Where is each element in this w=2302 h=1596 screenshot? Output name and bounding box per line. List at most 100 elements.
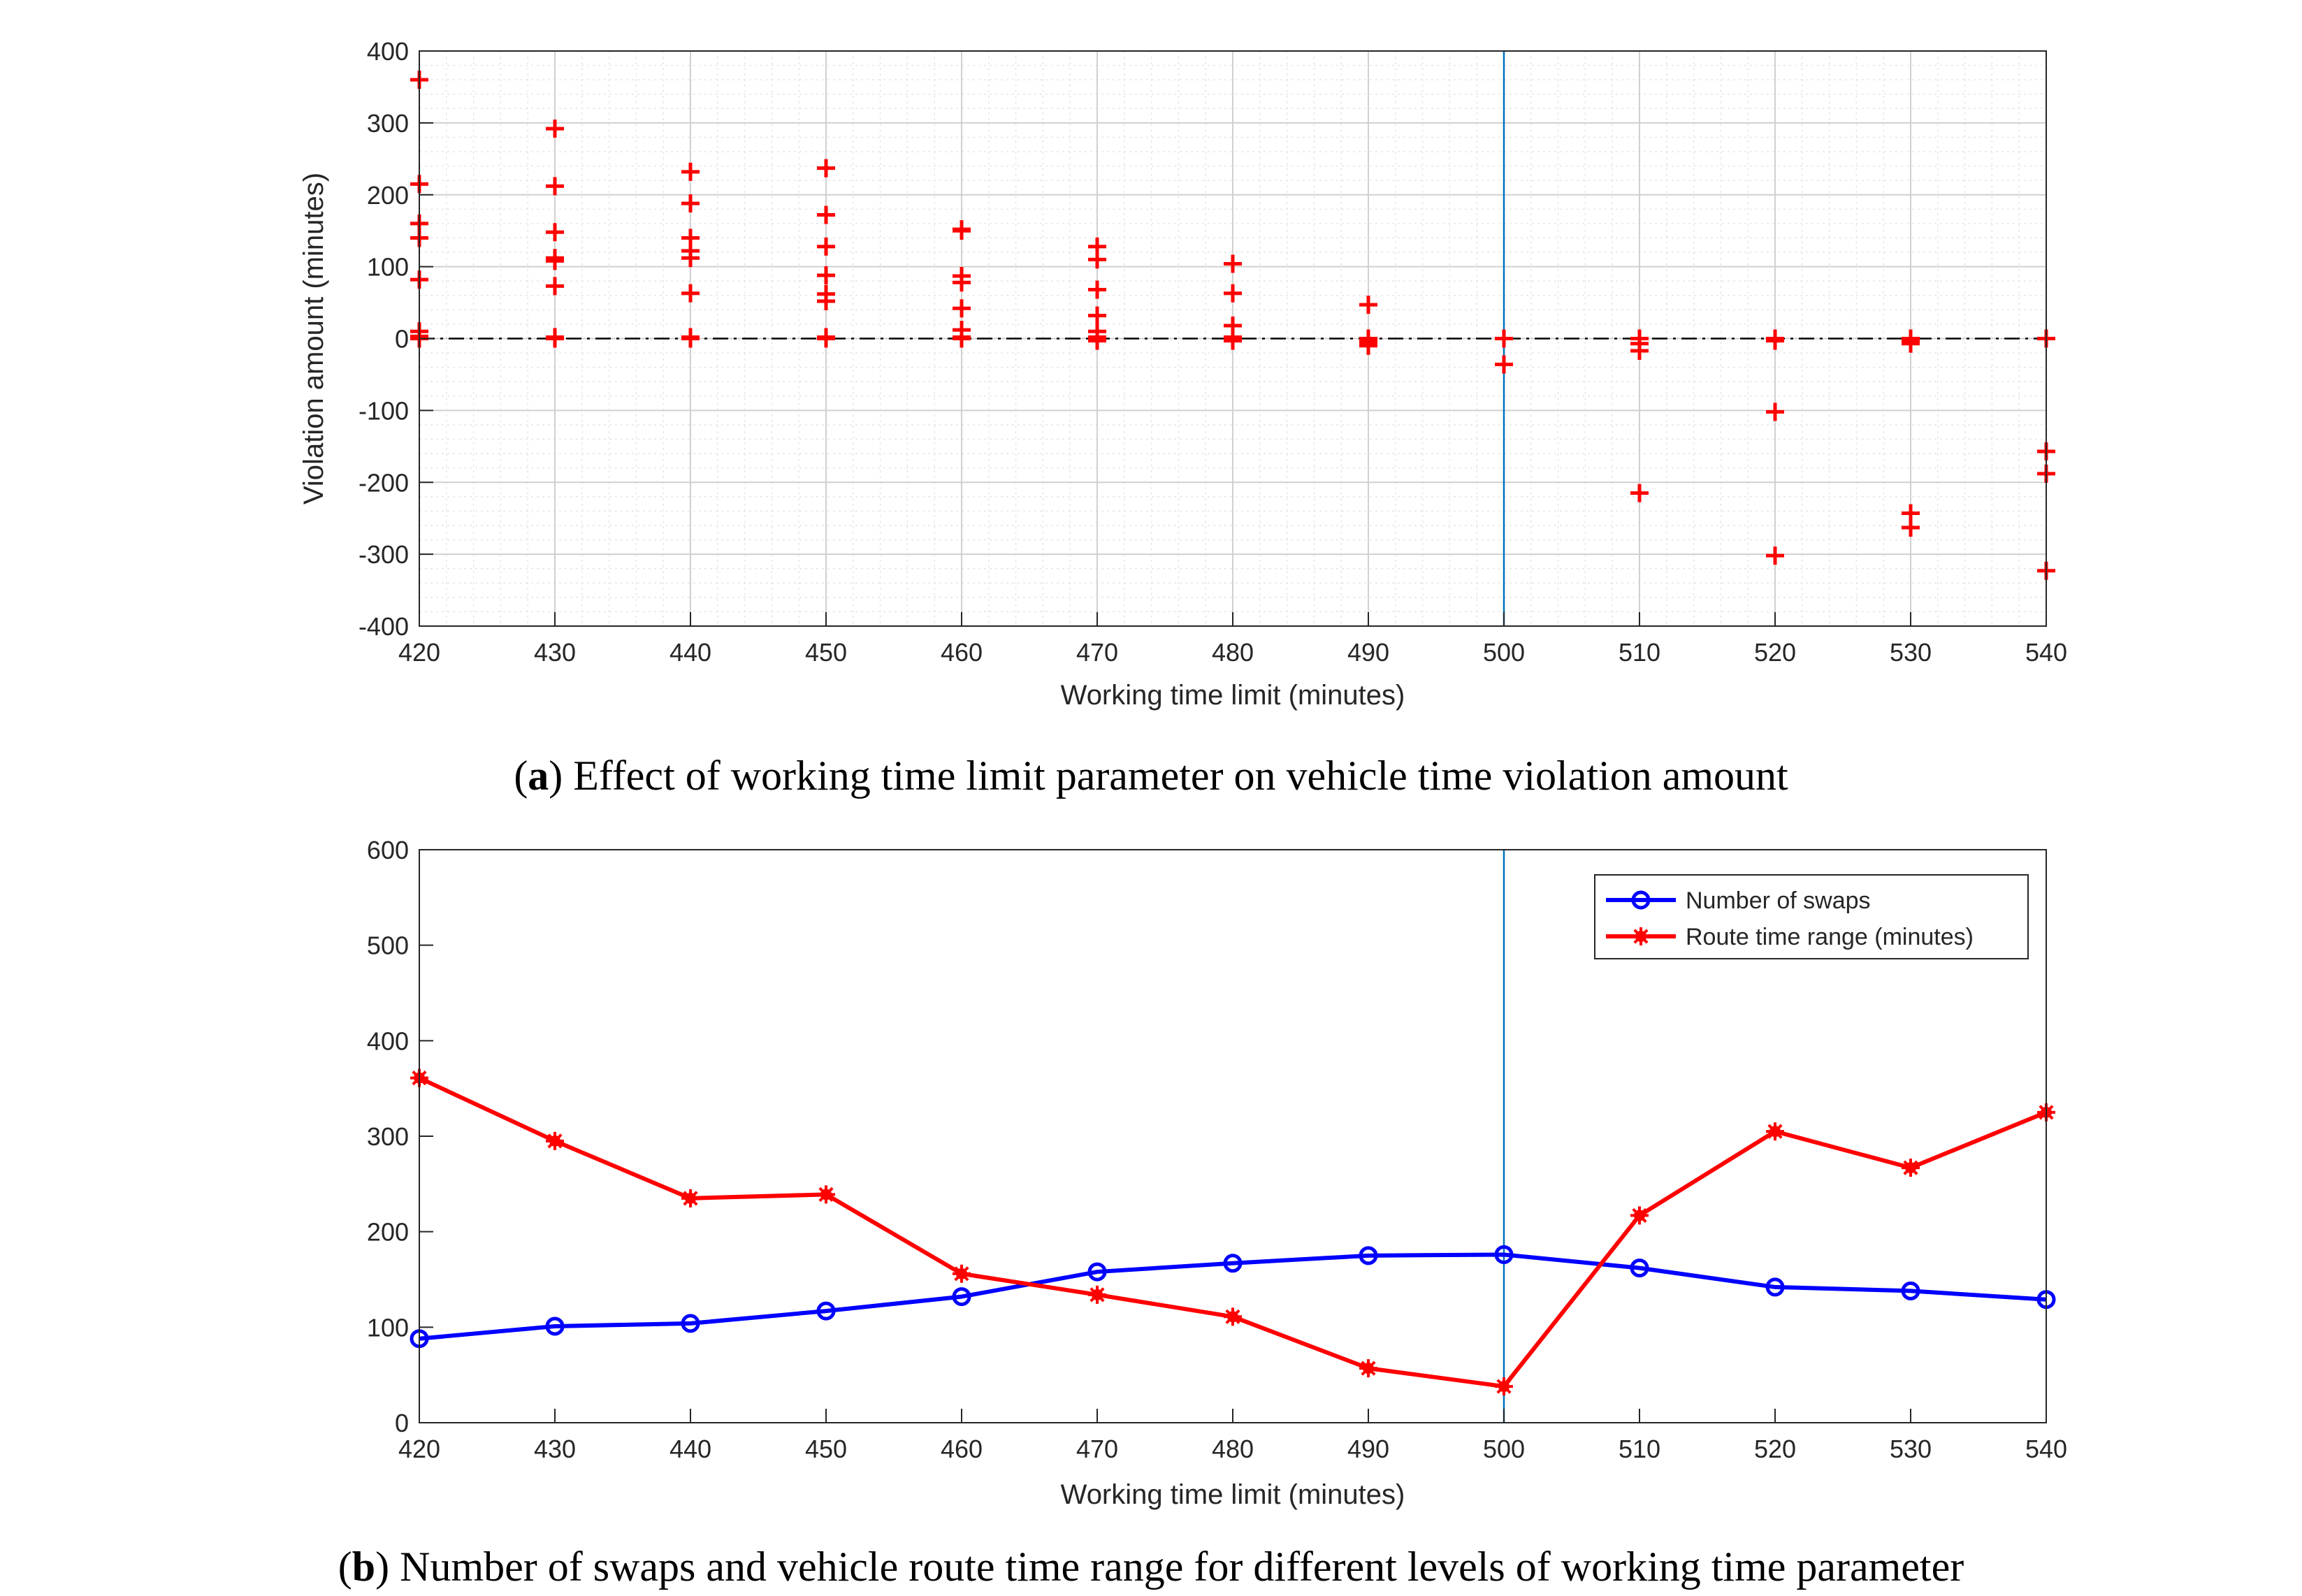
route-range-point <box>1495 1377 1513 1396</box>
route-range-point <box>1224 1307 1242 1326</box>
x-tick-label: 460 <box>941 1435 983 1463</box>
y-tick-label: 600 <box>367 836 409 864</box>
x-tick-label: 540 <box>2025 638 2067 667</box>
x-tick-label: 460 <box>941 638 983 667</box>
x-tick-label: 470 <box>1076 1435 1118 1463</box>
legend-star <box>1632 927 1650 945</box>
y-tick-label: 400 <box>367 1026 409 1055</box>
swaps-point <box>816 1301 836 1321</box>
y-tick-label: 0 <box>395 1409 409 1437</box>
data-point <box>1088 280 1106 299</box>
x-tick-label: 480 <box>1212 1435 1254 1463</box>
data-point <box>1766 331 1784 350</box>
data-point <box>681 249 700 268</box>
route-range-point <box>1630 1206 1649 1225</box>
x-tick-label: 530 <box>1890 638 1932 667</box>
data-point <box>1766 546 1784 565</box>
swaps-point <box>1765 1277 1785 1297</box>
y-tick-label: 400 <box>367 37 409 66</box>
y-tick-label: 100 <box>367 253 409 282</box>
panel-b-legend: Number of swaps Route time range (minute… <box>1594 874 2029 959</box>
x-tick-label: 470 <box>1076 638 1118 667</box>
data-point <box>817 329 835 348</box>
swaps-point <box>1494 1245 1514 1264</box>
data-point <box>817 266 835 284</box>
data-point <box>1088 250 1106 269</box>
y-tick-label: -100 <box>359 396 409 425</box>
route-range-point <box>1902 1159 1920 1177</box>
swaps-line <box>419 1252 2047 1341</box>
route-range-line <box>418 1075 2048 1389</box>
panel-a-violation-scatter: 420 430 440 450 460 470 480 490 500 510 520 530 540 -… <box>298 37 2067 799</box>
panel-a-caption: (a) Effect of working time limit paramet… <box>514 753 1788 799</box>
swaps-point <box>952 1287 971 1307</box>
x-tick-label: 490 <box>1347 638 1389 667</box>
data-point <box>1359 336 1377 355</box>
legend-label-swaps: Number of swaps <box>1686 887 1871 914</box>
swaps-point <box>545 1316 565 1336</box>
data-point <box>817 159 835 177</box>
y-tick-label: -300 <box>359 540 409 569</box>
data-point <box>1224 284 1242 303</box>
panel-b-x-axis-label: Working time limit (minutes) <box>1061 1479 1405 1510</box>
data-point <box>546 252 564 270</box>
x-tick-label: 450 <box>805 638 847 667</box>
star-ray <box>1767 1124 1783 1139</box>
data-point <box>1224 254 1242 273</box>
x-tick-label: 420 <box>398 1435 440 1463</box>
legend-label-route-range: Route time range (minutes) <box>1686 924 1974 950</box>
data-point <box>1088 331 1106 350</box>
data-point <box>546 329 564 348</box>
swaps-point <box>1087 1262 1107 1282</box>
x-tick-label: 510 <box>1619 638 1660 667</box>
route-range-point <box>953 1264 971 1283</box>
x-tick-label: 440 <box>669 638 711 667</box>
y-tick-label: -200 <box>359 468 409 497</box>
x-tick-label: 430 <box>534 1435 576 1463</box>
data-point <box>953 299 971 318</box>
legend-marker-swaps <box>1631 890 1651 910</box>
data-point <box>681 284 700 303</box>
y-tick-label: 300 <box>367 109 409 138</box>
y-tick-label: 200 <box>367 1218 409 1247</box>
route-range-point <box>1359 1359 1377 1378</box>
data-point <box>681 162 700 181</box>
y-tick-label: 200 <box>367 181 409 210</box>
x-tick-label: 510 <box>1619 1435 1660 1463</box>
star-ray <box>818 1187 834 1202</box>
panel-b-caption: (b) Number of swaps and vehicle route ti… <box>338 1544 1964 1590</box>
data-point <box>1630 341 1649 360</box>
route-range-point <box>1766 1122 1784 1141</box>
star-ray <box>1090 1287 1105 1303</box>
swaps-point <box>1630 1258 1649 1278</box>
data-point <box>546 223 564 242</box>
y-tick-label: -400 <box>359 612 409 641</box>
swaps-point <box>681 1314 700 1333</box>
data-point <box>953 273 971 292</box>
x-tick-label: 430 <box>534 638 576 667</box>
panel-b-tick-labels: 420 430 440 450 460 470 480 490 500 510 520 530 540 0… <box>367 836 2067 1463</box>
route-range-point <box>546 1131 564 1150</box>
data-point <box>681 194 700 213</box>
route-range-point <box>681 1189 700 1207</box>
legend-marker-route-range <box>1632 927 1650 945</box>
data-point <box>1088 306 1106 325</box>
data-point <box>953 222 971 240</box>
data-point <box>1495 329 1513 348</box>
y-tick-label: 100 <box>367 1313 409 1342</box>
panel-a-x-axis-label: Working time limit (minutes) <box>1061 680 1405 711</box>
route-range-point <box>1088 1285 1106 1304</box>
data-point <box>1359 296 1377 314</box>
x-tick-label: 480 <box>1212 638 1254 667</box>
star-ray <box>1225 1309 1240 1324</box>
panel-b-swaps-range-lines: 420 430 440 450 460 470 480 490 500 510 520 530 540 0… <box>338 836 2067 1590</box>
data-point <box>681 329 700 348</box>
star-ray <box>1496 1379 1512 1394</box>
star-ray <box>1903 1160 1918 1175</box>
data-point <box>953 329 971 348</box>
star-ray <box>683 1191 698 1206</box>
data-point <box>817 292 835 311</box>
x-tick-label: 530 <box>1890 1435 1932 1463</box>
data-point <box>1902 518 1920 537</box>
